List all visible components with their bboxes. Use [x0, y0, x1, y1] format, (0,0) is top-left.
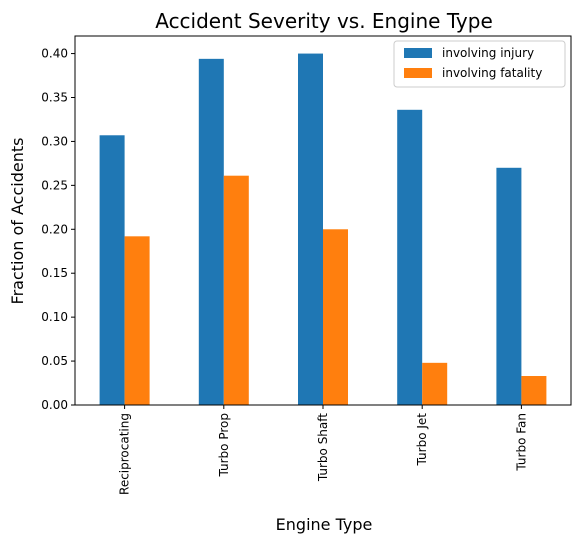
y-tick-label-4: 0.20 [41, 222, 68, 236]
y-tick-label-7: 0.35 [41, 91, 68, 105]
y-tick-label-0: 0.00 [41, 398, 68, 412]
bar-fatality-1 [223, 175, 249, 405]
bar-fatality-2 [323, 229, 348, 405]
y-tick-label-2: 0.10 [41, 310, 68, 324]
bars-group [99, 53, 547, 406]
bar-injury-3 [397, 109, 423, 406]
y-tick-label-5: 0.25 [41, 178, 68, 192]
bar-fatality-4 [521, 376, 547, 405]
y-tick-label-3: 0.15 [41, 266, 68, 280]
plot-frame [74, 35, 572, 406]
chart-title: Accident Severity vs. Engine Type [155, 9, 493, 33]
y-tick-label-8: 0.40 [41, 47, 68, 61]
bar-fatality-0 [124, 236, 150, 405]
legend-swatch-0 [404, 48, 432, 58]
bar-injury-4 [496, 167, 522, 405]
bar-injury-2 [298, 53, 323, 405]
y-axis-label: Fraction of Accidents [8, 138, 27, 305]
bar-injury-0 [99, 135, 125, 405]
legend-swatch-1 [404, 68, 432, 78]
x-tick-label-1: Turbo Prop [217, 413, 231, 477]
x-tick-label-0: Reciprocating [118, 413, 132, 495]
x-axis-label: Engine Type [276, 515, 373, 534]
y-axis: 0.00 0.05 0.10 0.15 0.20 0.25 0.30 0.35 0.40 [41, 47, 75, 412]
x-tick-label-3: Turbo Jet [415, 413, 429, 467]
legend: involving injury involving fatality [393, 40, 566, 88]
y-tick-label-6: 0.30 [41, 134, 68, 148]
legend-label-1: involving fatality [442, 66, 542, 80]
bar-fatality-3 [422, 362, 448, 405]
legend-label-0: involving injury [442, 46, 534, 60]
x-tick-label-4: Turbo Fan [514, 413, 528, 472]
y-tick-label-1: 0.05 [41, 354, 68, 368]
bar-injury-1 [198, 58, 224, 405]
x-tick-label-2: Turbo Shaft [316, 413, 330, 482]
legend-box [393, 40, 566, 88]
x-axis: Reciprocating Turbo Prop Turbo Shaft Turbo … [118, 405, 528, 495]
